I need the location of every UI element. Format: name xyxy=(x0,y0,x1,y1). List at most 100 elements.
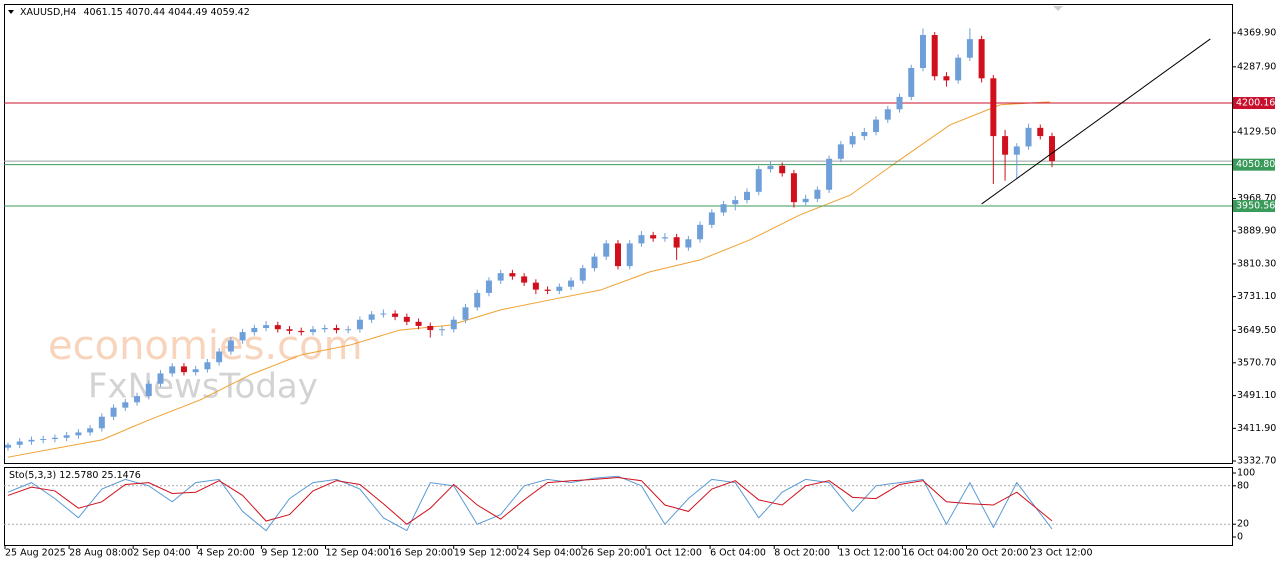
candle-body xyxy=(955,57,962,81)
candle-body xyxy=(908,68,915,97)
candle-body xyxy=(673,237,680,248)
candle-body xyxy=(28,439,35,442)
candle-body xyxy=(98,416,105,429)
candle-body xyxy=(661,237,668,239)
x-tick-label: 8 Oct 20:00 xyxy=(774,548,830,559)
menu-arrow[interactable] xyxy=(8,10,14,14)
signal-reading: 25.1476 xyxy=(102,470,141,481)
open: 4061.15 xyxy=(84,7,123,18)
y-tick-label: 3570.70 xyxy=(1237,357,1276,368)
candle-body xyxy=(75,432,82,436)
candle-body xyxy=(227,340,234,352)
candle-body xyxy=(943,76,950,81)
candle-body xyxy=(87,428,94,433)
x-tick-label: 23 Oct 12:00 xyxy=(1031,548,1093,559)
candle-body xyxy=(1002,136,1009,155)
y-tick-label: 3411.90 xyxy=(1237,423,1276,434)
candle-body xyxy=(157,373,164,384)
candle-body xyxy=(509,273,516,277)
candle-body xyxy=(708,212,715,225)
candle-body xyxy=(368,314,375,320)
candle-body xyxy=(474,292,481,308)
y-tick-label: 3889.90 xyxy=(1237,226,1276,237)
candle-body xyxy=(392,313,399,317)
level-label: 3950.56 xyxy=(1236,201,1275,212)
candle-body xyxy=(837,144,844,159)
candle-body xyxy=(122,402,129,408)
candle-body xyxy=(720,204,727,213)
candle-body xyxy=(333,328,340,331)
candle-body xyxy=(239,332,246,341)
candle-body xyxy=(896,96,903,110)
x-tick-label: 16 Oct 04:00 xyxy=(902,548,964,559)
x-tick-label: 16 Sep 20:00 xyxy=(390,548,453,559)
symbol: XAUUSD,H4 xyxy=(20,7,76,18)
candle-body xyxy=(40,439,47,441)
y-tick-label: 3810.30 xyxy=(1237,258,1276,269)
candle-body xyxy=(685,239,692,248)
candle-body xyxy=(286,329,293,331)
candle-body xyxy=(591,256,598,269)
x-tick-label: 28 Aug 08:00 xyxy=(69,548,133,559)
candle-body xyxy=(873,119,880,132)
x-tick-label: 2 Sep 04:00 xyxy=(133,548,190,559)
y-tick-label: 3968.70 xyxy=(1237,193,1276,204)
candle-body xyxy=(403,316,410,322)
y-tick-label: 80 xyxy=(1237,480,1249,491)
candle-body xyxy=(861,131,868,137)
y-tick-label: 4369.90 xyxy=(1237,27,1276,38)
y-tick-label: 3491.10 xyxy=(1237,390,1276,401)
candle-body xyxy=(251,328,258,333)
candle-body xyxy=(767,165,774,170)
low: 4044.49 xyxy=(168,7,207,18)
candle-body xyxy=(462,307,469,320)
candle-body xyxy=(978,39,985,79)
level-badge xyxy=(1233,200,1275,213)
candle-body xyxy=(931,34,938,77)
x-tick-label: 4 Sep 20:00 xyxy=(197,548,254,559)
candle-body xyxy=(814,189,821,199)
candle-body xyxy=(568,280,575,287)
x-tick-label: 24 Sep 04:00 xyxy=(518,548,581,559)
sub-panel xyxy=(4,467,1233,546)
x-tick-label: 9 Sep 12:00 xyxy=(261,548,318,559)
x-tick-label: 20 Oct 20:00 xyxy=(967,548,1029,559)
x-tick-label: 1 Oct 12:00 xyxy=(646,548,702,559)
candle-body xyxy=(826,158,833,190)
level-badge xyxy=(1233,158,1275,171)
candle-body xyxy=(802,198,809,203)
candle-body xyxy=(345,329,352,331)
y-tick-label: 3649.50 xyxy=(1237,325,1276,336)
y-tick-label: 20 xyxy=(1237,519,1249,530)
indicator-header: Sto(5,3,3) 12.5780 25.1476 xyxy=(9,470,141,481)
candle-body xyxy=(439,329,446,331)
indicator-name: Sto(5,3,3) xyxy=(9,470,56,481)
candle-body xyxy=(1049,136,1055,162)
x-tick-label: 6 Oct 04:00 xyxy=(710,548,766,559)
candle-body xyxy=(450,319,457,330)
candle-body xyxy=(415,321,422,326)
candle-body xyxy=(427,325,434,331)
y-tick-label: 3332.70 xyxy=(1237,456,1276,467)
main-reading: 12.5780 xyxy=(59,470,98,481)
candle-body xyxy=(779,165,786,174)
candle-body xyxy=(216,351,223,363)
candle-body xyxy=(638,235,645,244)
candle-body xyxy=(497,273,504,281)
candle-body xyxy=(274,325,281,330)
x-tick-label: 12 Sep 04:00 xyxy=(326,548,389,559)
candle-body xyxy=(990,78,997,137)
candle-body xyxy=(697,224,704,240)
candle-body xyxy=(732,200,739,205)
candle-body xyxy=(744,191,751,201)
stochastic-line xyxy=(7,475,1053,532)
candle-body xyxy=(356,319,363,330)
candle-body xyxy=(532,282,539,290)
candle-body xyxy=(145,383,152,397)
candle-body xyxy=(204,362,211,370)
candle-body xyxy=(63,435,70,438)
candle-body xyxy=(5,444,11,448)
